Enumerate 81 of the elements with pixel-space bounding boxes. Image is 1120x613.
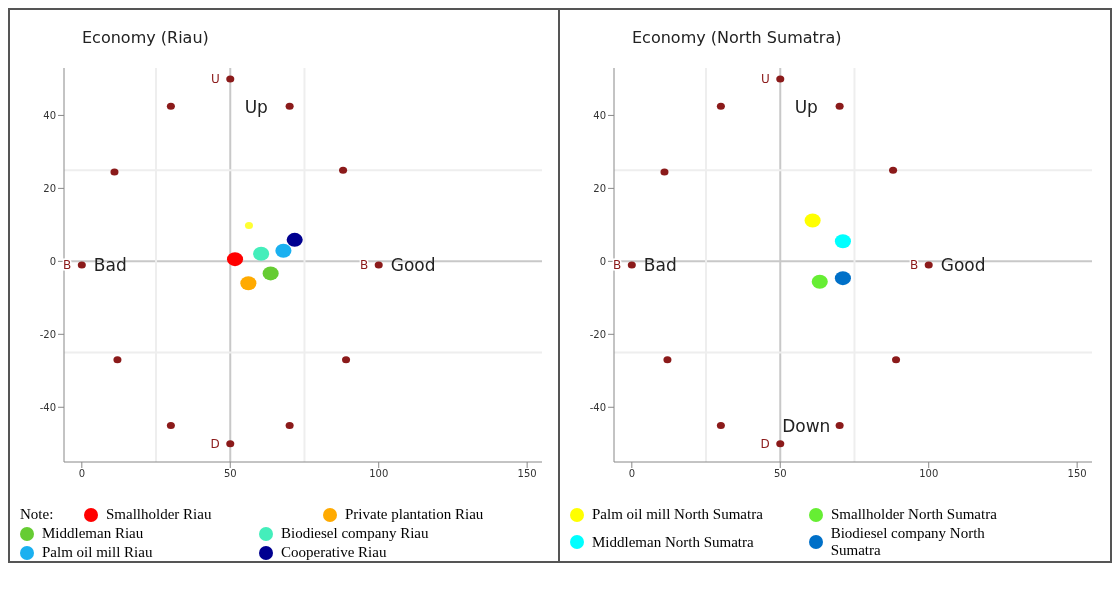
point [166,102,175,110]
point [776,75,785,83]
legend-label: Biodiesel company Riau [280,525,430,542]
point [339,166,348,174]
data-label: D [760,437,770,452]
point [834,271,851,286]
y-tick-label: 20 [43,182,56,194]
data-label: D [210,437,220,452]
point [663,356,672,364]
x-tick-label: 100 [919,468,939,480]
point [286,232,303,247]
point [924,261,933,269]
data-label: U [210,72,220,87]
point [275,243,292,258]
data-label: B [359,258,369,273]
y-tick-label: 40 [593,109,606,121]
x-tick-label: 150 [517,468,537,480]
x-tick-label: 50 [223,468,237,480]
point [835,422,844,430]
data-label: B [909,258,919,273]
data-label: U [760,72,770,87]
y-tick-label: 20 [593,182,606,194]
point [244,222,253,230]
point [892,356,901,364]
y-tick-label: -40 [39,401,56,413]
legend-label: Middleman North Sumatra [591,532,755,552]
x-tick-label: 0 [628,468,635,480]
annotation: Down [782,415,831,436]
point [660,168,669,176]
annotation: Bad [643,255,677,275]
point [226,252,244,267]
annotation: Good [940,255,986,275]
point [889,166,898,174]
point [811,274,828,289]
point [285,422,294,430]
point [253,246,270,261]
annotation: Bad [93,255,127,275]
annotation: Good [390,255,436,275]
y-tick-label: 40 [43,109,56,121]
y-tick-label: -20 [39,328,56,340]
legend-title: Note: [20,506,55,523]
point [166,422,175,430]
point [776,440,785,448]
data-label: B [613,258,622,273]
point [835,102,844,110]
legend-label: Cooperative Riau [280,544,388,561]
chart-title: Economy (North Sumatra) [631,27,843,49]
point [226,75,235,83]
point [77,261,86,269]
y-tick-label: -20 [589,328,606,340]
point [240,276,257,291]
legend-label: Middleman Riau [41,525,145,542]
point [113,356,122,364]
annotation: Up [244,96,268,117]
point [374,261,383,269]
annotation: Up [794,96,818,117]
point [716,102,725,110]
legend-label: Smallholder North Sumatra [830,506,998,523]
point [110,168,119,176]
x-tick-label: 0 [78,468,85,480]
point [716,422,725,430]
point [285,102,294,110]
point [342,356,351,364]
point [627,261,636,269]
legend-label: Biodiesel company North Sumatra [829,525,986,559]
y-tick-label: -40 [589,401,606,413]
point [262,266,279,281]
legend-label: Palm oil mill Riau [41,544,154,561]
x-tick-label: 50 [773,468,787,480]
legend-label: Private plantation Riau [344,506,485,523]
point [226,440,235,448]
y-tick-label: 0 [49,255,56,267]
x-tick-label: 150 [1067,468,1087,480]
point [804,213,821,228]
chart-title: Economy (Riau) [81,27,210,49]
x-tick-label: 100 [369,468,389,480]
y-tick-label: 0 [599,255,606,267]
data-label: B [63,258,72,273]
legend-label: Palm oil mill North Sumatra [591,506,764,523]
legend-label: Smallholder Riau [105,506,213,523]
point [834,234,851,249]
